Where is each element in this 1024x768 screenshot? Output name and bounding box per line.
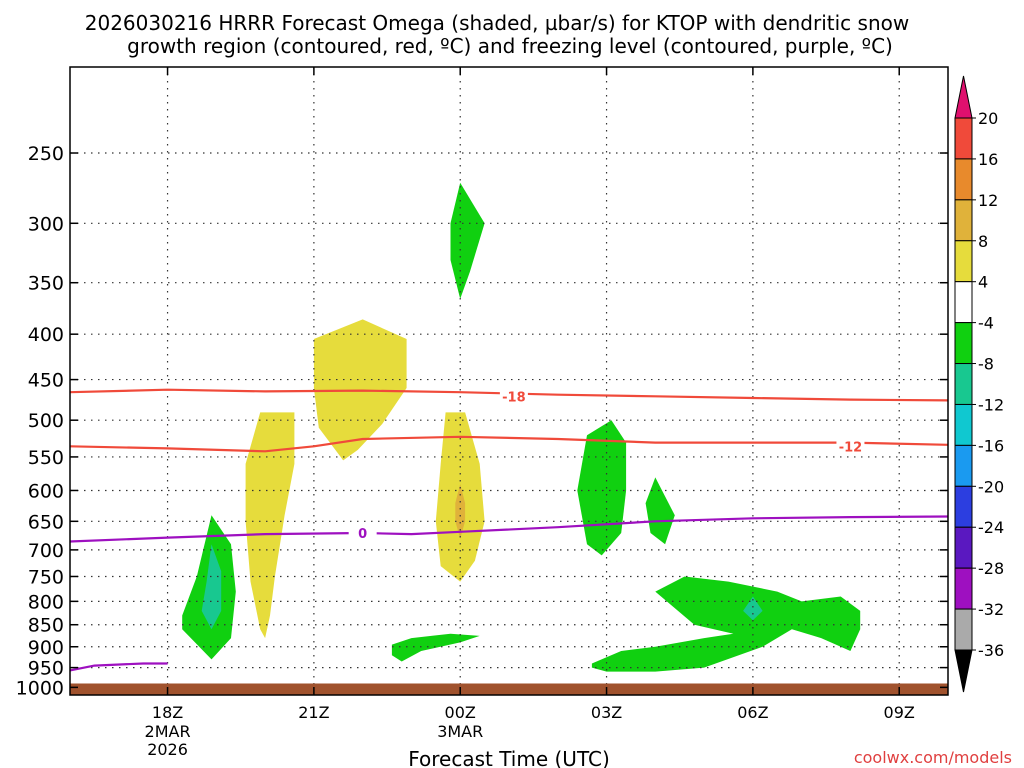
y-tick-label-950: 950	[28, 658, 64, 680]
contour-zero-freezing	[69, 515, 949, 543]
y-tick-label-850: 850	[28, 615, 64, 637]
colorbar-label--24: -24	[978, 518, 1004, 537]
green-region-1	[450, 182, 485, 299]
colorbar-top-arrow	[954, 75, 973, 119]
y-tick-label-900: 900	[28, 637, 64, 659]
colorbar-label--4: -4	[978, 314, 994, 333]
chart-title-line1: 2026030216 HRRR Forecast Omega (shaded, …	[85, 11, 909, 35]
colorbar-label-8: 8	[978, 232, 988, 251]
colorbar-label--8: -8	[978, 355, 994, 374]
y-tick-label-700: 700	[28, 540, 64, 562]
y-tick-label-650: 650	[28, 511, 64, 533]
colorbar-swatch--8	[954, 322, 973, 365]
x-tick-sublabel-00Z: 3MAR	[437, 722, 483, 741]
colorbar-label-12: 12	[978, 191, 998, 210]
x-tick-label-21Z: 21Z	[298, 703, 329, 722]
colorbar-label--36: -36	[978, 641, 1004, 660]
contour-zero-freezing-label: 0	[358, 527, 367, 542]
colorbar-label--32: -32	[978, 600, 1004, 619]
colorbar-swatch--32	[954, 567, 973, 610]
y-tick-label-400: 400	[28, 324, 64, 346]
colorbar-label--16: -16	[978, 436, 1004, 455]
colorbar-label-4: 4	[978, 273, 988, 292]
contour-freezing-low	[69, 662, 168, 672]
y-tick-label-350: 350	[28, 273, 64, 295]
colorbar-swatch-12	[954, 158, 973, 201]
teal-region-1	[201, 544, 222, 630]
chart-title-line2: growth region (contoured, red, ºC) and f…	[127, 34, 893, 58]
y-tick-label-800: 800	[28, 591, 64, 613]
green-region-6	[591, 576, 861, 672]
credit-text: coolwx.com/models	[854, 748, 1012, 767]
colorbar-swatch--28	[954, 526, 973, 569]
green-region-5	[645, 477, 675, 545]
y-tick-label-550: 550	[28, 447, 64, 469]
contour-zero-freezing-label-bg	[348, 525, 377, 541]
green-region-3	[391, 633, 480, 662]
x-tick-year-18Z: 2026	[147, 740, 188, 759]
teal-region-2	[743, 596, 763, 621]
contour-minus12-label: -12	[839, 440, 863, 455]
colorbar-swatch-16	[954, 117, 973, 160]
orange-region-1	[455, 484, 466, 539]
contour-layer: -18 -12 0	[69, 388, 949, 672]
colorbar-label-20: 20	[978, 109, 998, 128]
colorbar-swatch-4	[954, 240, 973, 283]
y-tick-label-600: 600	[28, 480, 64, 502]
colorbar-label--12: -12	[978, 395, 1004, 414]
colorbar: 20 16 12 8 4 -4 -8 -12 -16 -20 -24 -28 -32 -36	[954, 75, 1004, 693]
y-tick-label-500: 500	[28, 410, 64, 432]
colorbar-label-16: 16	[978, 150, 998, 169]
colorbar-swatch--36	[954, 608, 973, 651]
x-tick-label-00Z: 00Z	[445, 703, 476, 722]
colorbar-swatch--20	[954, 444, 973, 487]
y-axis: 2503003504004505005506006507007508008509…	[16, 143, 948, 699]
colorbar-swatch--24	[954, 485, 973, 528]
x-axis-label: Forecast Time (UTC)	[408, 747, 610, 768]
omega-shaded-layer	[182, 182, 861, 672]
y-tick-label-450: 450	[28, 370, 64, 392]
plot-frame	[69, 66, 949, 696]
contour-minus12	[69, 435, 949, 453]
x-tick-label-03Z: 03Z	[591, 703, 622, 722]
colorbar-swatch--4	[954, 281, 973, 324]
x-tick-label-09Z: 09Z	[884, 703, 915, 722]
colorbar-bottom-arrow	[954, 649, 973, 693]
contour-minus12-label-bg	[836, 438, 865, 454]
contour-minus18-label: -18	[502, 390, 526, 405]
x-tick-label-06Z: 06Z	[737, 703, 768, 722]
x-tick-sublabel-18Z: 2MAR	[145, 722, 191, 741]
ground-fill	[70, 683, 948, 695]
colorbar-swatch-8	[954, 199, 973, 242]
yellow-region-2	[245, 412, 295, 639]
y-tick-label-250: 250	[28, 143, 64, 165]
y-tick-label-1000: 1000	[16, 677, 64, 699]
colorbar-label--28: -28	[978, 559, 1004, 578]
colorbar-swatch--12	[954, 363, 973, 405]
y-tick-label-300: 300	[28, 213, 64, 235]
colorbar-swatch--16	[954, 403, 973, 446]
ground-layer	[70, 683, 948, 695]
colorbar-label--20: -20	[978, 477, 1004, 496]
y-tick-label-750: 750	[28, 566, 64, 588]
x-tick-label-18Z: 18Z	[152, 703, 183, 722]
contour-minus18-label-bg	[499, 388, 528, 404]
